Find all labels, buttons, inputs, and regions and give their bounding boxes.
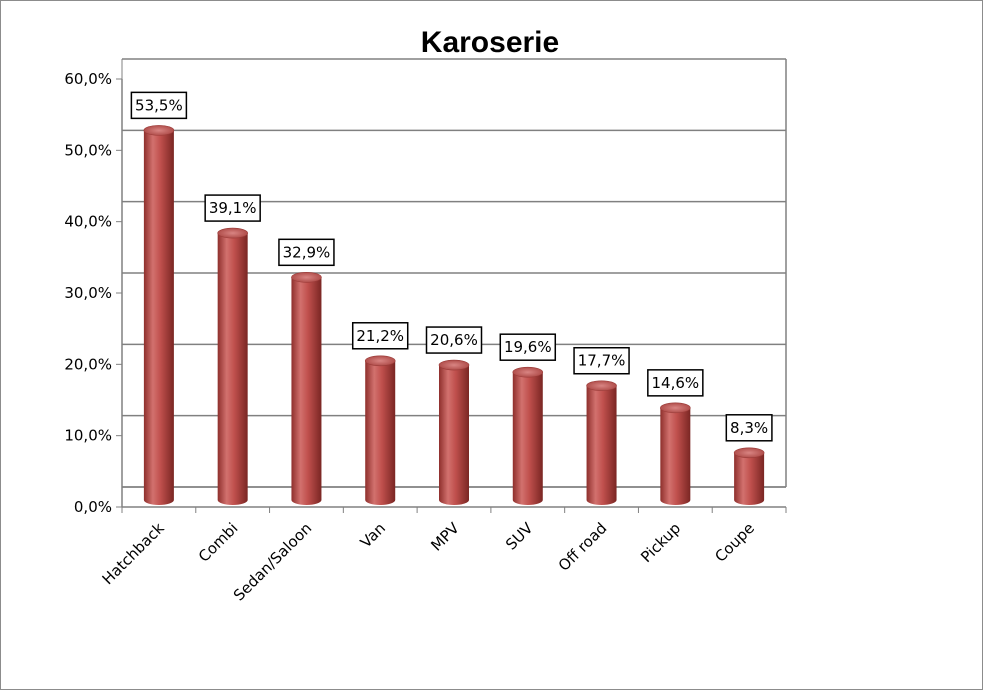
y-tick-label: 10,0%	[64, 427, 112, 445]
bar-cap	[733, 447, 765, 459]
bar-cap	[143, 125, 175, 136]
bar	[291, 272, 322, 505]
bar-cap	[438, 359, 470, 371]
bar	[586, 380, 617, 505]
bar	[733, 447, 765, 505]
data-label-box	[725, 414, 773, 442]
data-label-box	[351, 322, 409, 350]
bar-body	[586, 385, 617, 505]
data-label: 53,5%	[130, 91, 188, 120]
x-tick-label: SUV	[502, 519, 537, 554]
data-label-text: 19,6%	[504, 338, 552, 356]
data-label: 8,3%	[725, 414, 773, 442]
x-tick-label: Sedan/Saloon	[230, 519, 315, 604]
bars	[143, 125, 765, 505]
bar-cap	[660, 402, 691, 414]
y-tick-label: 0,0%	[74, 498, 112, 516]
bar-cap	[586, 380, 617, 392]
y-tick-label: 30,0%	[64, 284, 112, 302]
data-label: 14,6%	[647, 369, 704, 397]
bar	[143, 125, 175, 505]
data-label: 19,6%	[499, 333, 557, 361]
data-label: 39,1%	[204, 194, 261, 222]
x-tick-label: Coupe	[711, 519, 758, 566]
data-label-text: 39,1%	[209, 199, 257, 217]
x-tick-label: Off road	[555, 519, 611, 575]
data-labels: 53,5% 39,1% 32,9% 21,2% 20,6% 19,6% 17,7% 14,6%…	[130, 91, 773, 442]
data-label-box	[130, 91, 188, 120]
x-tick-label: Hatchback	[99, 519, 168, 588]
bar-cap	[217, 227, 248, 239]
bar-cap	[364, 355, 396, 367]
bar	[438, 359, 470, 505]
x-tick-label: Van	[357, 519, 389, 551]
data-label-box	[499, 333, 557, 361]
x-tick-label: MPV	[427, 519, 463, 555]
y-tick-labels: 0,0% 10,0% 20,0% 30,0% 40,0% 50,0% 60,0%	[64, 70, 112, 516]
data-label-text: 17,7%	[578, 352, 626, 370]
data-label-box	[425, 326, 483, 354]
data-label-text: 8,3%	[730, 419, 768, 437]
bar-body	[512, 372, 543, 505]
data-label-box	[573, 346, 630, 375]
chart-title: Karoserie	[421, 26, 559, 59]
bar-body	[217, 233, 248, 505]
data-label-text: 32,9%	[283, 243, 331, 261]
x-tick-label: Pickup	[637, 519, 684, 566]
data-label-box	[204, 194, 261, 222]
bar	[217, 227, 248, 505]
bar-body	[291, 277, 322, 505]
y-tick-label: 40,0%	[64, 213, 112, 231]
bar	[364, 355, 396, 505]
y-tick-label: 50,0%	[64, 141, 112, 159]
data-label: 32,9%	[278, 238, 335, 267]
y-tick-label: 60,0%	[64, 70, 112, 88]
bar-body	[734, 452, 765, 505]
x-tick-label: Combi	[195, 519, 242, 566]
data-label-text: 20,6%	[430, 331, 478, 349]
data-label-box	[278, 238, 335, 267]
data-label-text: 21,2%	[356, 327, 404, 345]
bar-body	[439, 365, 469, 505]
bar-cap	[512, 366, 544, 378]
data-label: 20,6%	[425, 326, 483, 354]
bar-body	[365, 360, 396, 505]
bar-cap	[291, 272, 322, 283]
data-label-text: 53,5%	[135, 96, 183, 114]
data-label: 21,2%	[351, 322, 409, 350]
data-label-text: 14,6%	[652, 374, 700, 392]
data-label: 17,7%	[573, 346, 630, 375]
bar	[660, 402, 691, 505]
data-label-box	[647, 369, 704, 397]
bar-body	[660, 407, 691, 505]
bar	[512, 366, 544, 505]
y-tick-label: 20,0%	[64, 355, 112, 373]
bar-body	[143, 130, 174, 505]
